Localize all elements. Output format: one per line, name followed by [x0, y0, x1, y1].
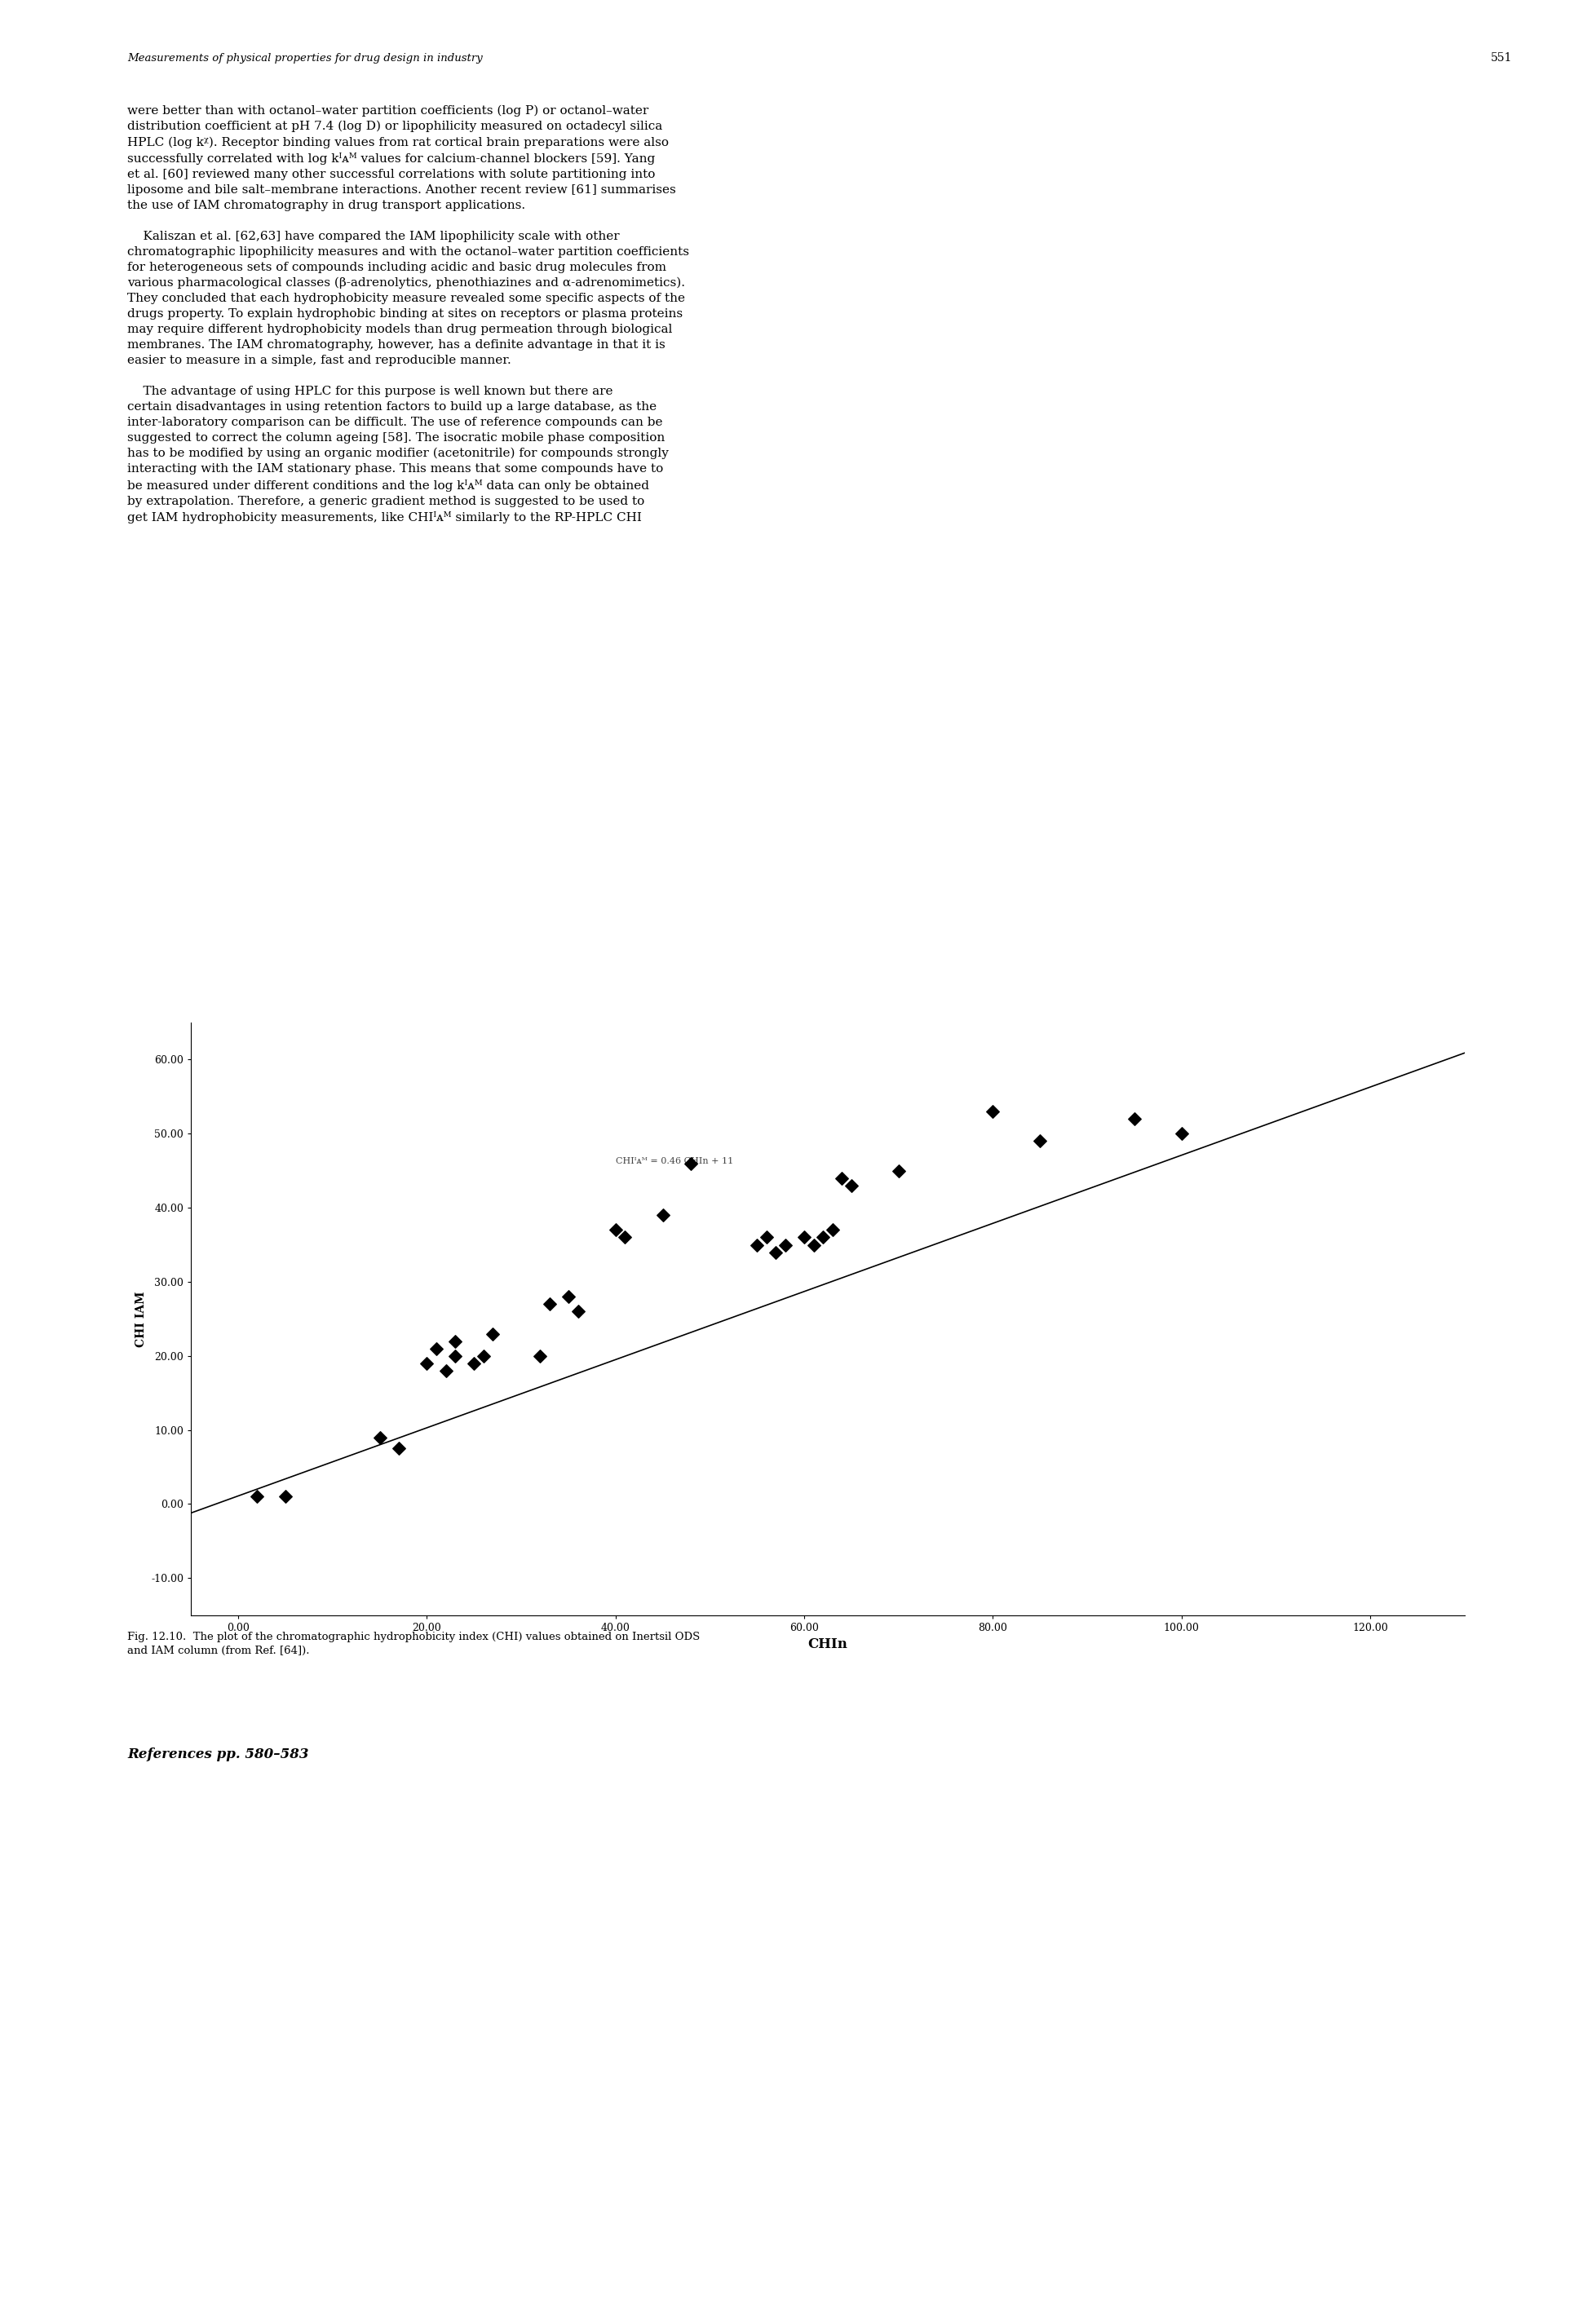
Text: References pp. 580–583: References pp. 580–583 [127, 1748, 309, 1762]
Point [537, 1285, 562, 1322]
Point [565, 1292, 591, 1329]
Point [753, 1218, 778, 1255]
Point [772, 1227, 798, 1264]
Text: 551: 551 [1490, 53, 1512, 63]
Point [801, 1227, 826, 1264]
Point [613, 1218, 638, 1255]
Point [1169, 1116, 1194, 1153]
Point [1122, 1099, 1148, 1136]
Point [556, 1278, 581, 1315]
Point [810, 1218, 836, 1255]
Point [820, 1211, 845, 1248]
Point [423, 1329, 449, 1367]
Point [272, 1478, 298, 1515]
Point [443, 1336, 468, 1373]
Point [981, 1092, 1006, 1129]
Point [527, 1336, 552, 1373]
Point [443, 1322, 468, 1360]
Point [791, 1218, 817, 1255]
Point [481, 1315, 506, 1353]
X-axis label: CHIn: CHIn [807, 1638, 849, 1652]
Point [471, 1336, 497, 1373]
Point [763, 1234, 788, 1271]
Text: Measurements of physical properties for drug design in industry: Measurements of physical properties for … [127, 53, 482, 63]
Point [462, 1346, 487, 1383]
Point [1027, 1122, 1052, 1160]
Point [433, 1353, 458, 1390]
Point [385, 1429, 411, 1466]
Point [745, 1227, 771, 1264]
Point [368, 1418, 393, 1455]
Point [414, 1346, 439, 1383]
Point [885, 1153, 911, 1190]
Point [650, 1197, 675, 1234]
Text: CHIᴵᴀᴹ = 0.46 CHIn + 11: CHIᴵᴀᴹ = 0.46 CHIn + 11 [616, 1157, 734, 1164]
Point [839, 1167, 864, 1204]
Text: were better than with octanol–water partition coefficients (log P) or octanol–wa: were better than with octanol–water part… [127, 105, 689, 523]
Point [678, 1146, 704, 1183]
Text: Fig. 12.10.  The plot of the chromatographic hydrophobicity index (CHI) values o: Fig. 12.10. The plot of the chromatograp… [127, 1631, 700, 1657]
Point [603, 1211, 629, 1248]
Point [244, 1478, 269, 1515]
Point [829, 1160, 855, 1197]
Y-axis label: CHI IAM: CHI IAM [135, 1290, 146, 1348]
